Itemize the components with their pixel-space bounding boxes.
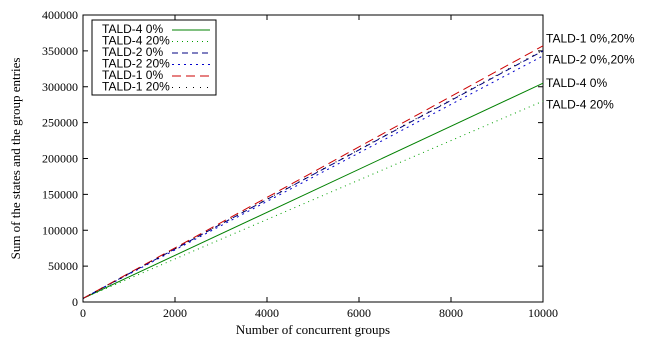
annotations: TALD-1 0%,20% TALD-2 0%,20% TALD-4 0% TALD-…	[546, 32, 635, 112]
y-tick-label: 400000	[42, 8, 78, 22]
series-lines	[82, 45, 544, 299]
x-tick-label: 6000	[347, 306, 371, 320]
series-line-4	[82, 55, 544, 299]
y-tick-label: 200000	[42, 152, 78, 166]
series-line-3	[82, 50, 544, 299]
x-tick-label: 0	[80, 306, 86, 320]
legend-entry-label: TALD-1 20%	[102, 80, 170, 94]
y-tick-label: 300000	[42, 80, 78, 94]
y-tick-label: 50000	[48, 259, 78, 273]
y-axis-title: Sum of the states and the group entries	[8, 58, 23, 260]
y-tick-label: 0	[72, 295, 78, 309]
legend-entry-label: TALD-4 20%	[102, 34, 170, 48]
y-tick-label: 350000	[42, 44, 78, 58]
series-line-5	[82, 45, 544, 299]
x-tick-label: 2000	[163, 306, 187, 320]
legend-box	[91, 19, 217, 96]
series-line-2	[82, 100, 544, 299]
legend-entry-label: TALD-1 0%	[102, 68, 163, 82]
series-annotation: TALD-2 0%,20%	[546, 52, 635, 66]
x-axis-title: Number of concurrent groups	[236, 322, 390, 337]
x-tick-label: 10000	[528, 306, 558, 320]
series-annotation: TALD-4 0%	[546, 76, 607, 90]
series-annotation: TALD-4 20%	[546, 98, 614, 112]
y-tick-label: 250000	[42, 116, 78, 130]
legend-entry-label: TALD-2 0%	[102, 45, 163, 59]
x-tick-label: 8000	[439, 306, 463, 320]
axis-ticks: 0 2000 4000 6000 8000 10000050000100000150000…	[42, 8, 558, 320]
legend-entry-label: TALD-4 0%	[102, 22, 163, 36]
legend-entry-label: TALD-2 20%	[102, 57, 170, 71]
series-annotation: TALD-1 0%,20%	[546, 32, 635, 46]
legend: TALD-4 0%TALD-4 20%TALD-2 0%TALD-2 20%TA…	[91, 19, 217, 96]
series-line-1	[82, 82, 544, 299]
y-tick-label: 100000	[42, 223, 78, 237]
y-tick-label: 150000	[42, 187, 78, 201]
x-tick-label: 4000	[255, 306, 279, 320]
